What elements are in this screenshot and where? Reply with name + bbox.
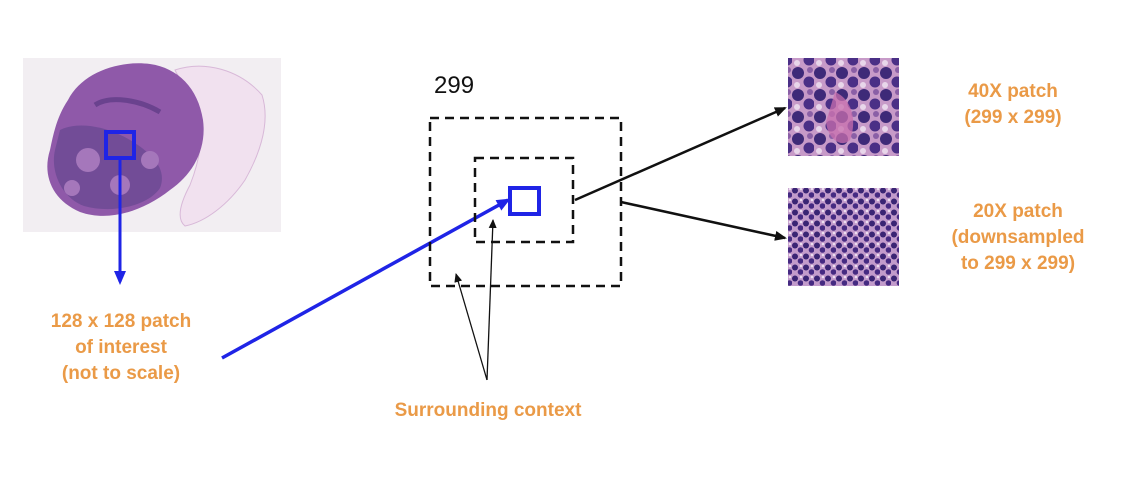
surrounding-context-label: Surrounding context	[394, 400, 582, 421]
outer-context-box	[428, 116, 623, 288]
context-pointer-inner	[486, 219, 497, 381]
patch-of-interest-label: 128 x 128 patch of interest (not to scal…	[50, 311, 192, 384]
arrow-to-40x	[574, 106, 787, 202]
center-patch-box	[508, 186, 541, 216]
context-size-label: 299	[434, 72, 475, 99]
patch-40x-image	[788, 58, 899, 156]
arrow-to-20x	[620, 200, 787, 241]
patch-20x-image	[788, 188, 899, 286]
patch-20x-label: 20X patch (downsampled to 299 x 299)	[951, 201, 1085, 274]
patch-40x-label: 40X patch (299 x 299)	[964, 81, 1062, 128]
blue-diagonal-arrow	[221, 198, 511, 360]
inner-context-box	[473, 156, 575, 244]
slide-thumbnail	[23, 58, 281, 232]
context-pointer-outer	[454, 273, 488, 381]
